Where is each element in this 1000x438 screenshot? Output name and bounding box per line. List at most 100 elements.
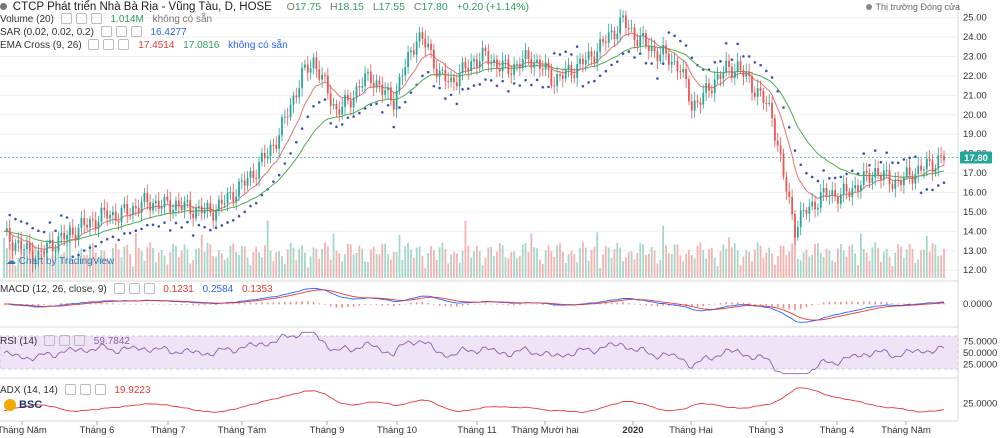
eye-icon[interactable]	[44, 335, 56, 346]
price-axis[interactable]: 12.0013.0014.0015.0016.0017.0018.0019.00…	[963, 13, 987, 277]
volume-layer	[3, 220, 945, 278]
macd-hist-bar	[736, 302, 739, 305]
candle-body	[28, 242, 31, 251]
volume-bar	[725, 248, 728, 278]
settings-icon[interactable]	[128, 283, 140, 294]
candle-body	[177, 200, 180, 206]
legend-adx[interactable]: ADX (14, 14) 19.9223	[0, 384, 151, 397]
macd-hist-bar	[146, 303, 149, 305]
volume-bar	[8, 243, 11, 278]
volume-bar	[857, 264, 859, 278]
volume-bar	[152, 247, 154, 278]
candle-body	[77, 227, 80, 241]
volume-bar	[599, 268, 601, 278]
sar-dot	[805, 171, 808, 175]
candle-body	[361, 86, 364, 88]
symbol-title[interactable]: CTCP Phát triển Nhà Bà Rịa - Vũng Tàu, D…	[12, 1, 272, 13]
volume-bar	[281, 256, 283, 278]
eye-icon[interactable]	[113, 283, 125, 294]
eye-icon[interactable]	[88, 39, 100, 50]
volume-bar	[839, 244, 842, 278]
eye-icon[interactable]	[64, 384, 76, 395]
candle-body	[218, 199, 220, 211]
candle-body	[304, 64, 306, 68]
macd-hist-bar	[943, 303, 945, 305]
volume-bar	[43, 248, 46, 278]
settings-icon[interactable]	[79, 384, 91, 395]
legend-sar[interactable]: SAR (0.02, 0.02, 0.2) 16.4277	[0, 26, 187, 39]
candle-body	[83, 217, 86, 225]
volume-bar	[831, 260, 834, 278]
close-icon[interactable]	[130, 26, 142, 37]
candle-body	[315, 57, 318, 70]
time-axis[interactable]: Tháng Năm Tháng 6 Tháng 7 Tháng Tám Tháng 9 T…	[0, 421, 931, 436]
eye-icon[interactable]	[100, 26, 112, 37]
volume-bar	[897, 244, 900, 278]
sar-dot	[507, 89, 510, 93]
settings-icon[interactable]	[103, 39, 115, 50]
legend-macd[interactable]: MACD (12, 26, close, 9) 0.1231 0.2584 0.…	[0, 283, 273, 296]
legend-rsi[interactable]: RSI (14) 59.7842	[0, 335, 130, 348]
tradingview-watermark[interactable]: ☁ Chart by TradingView	[6, 256, 115, 267]
macd-hist-bar	[627, 302, 630, 305]
volume-bar	[633, 259, 636, 278]
macd-hist-bar	[862, 301, 865, 305]
settings-icon[interactable]	[75, 13, 87, 24]
macd-hist-bar	[616, 302, 619, 305]
volume-bar	[484, 258, 487, 278]
candle-body	[521, 59, 524, 69]
sar-dot	[667, 31, 671, 34]
macd-hist-bar	[782, 304, 785, 309]
candle-body	[258, 162, 260, 179]
close-icon[interactable]	[94, 384, 106, 395]
volume-bar	[576, 262, 579, 278]
candle-body	[900, 180, 902, 186]
close-icon[interactable]	[118, 39, 130, 50]
sar-dot	[214, 226, 218, 230]
sar-dot	[243, 210, 247, 214]
sar-dot	[249, 204, 252, 208]
legend-ema[interactable]: EMA Cross (9, 26) 17.4514 17.0816 không …	[0, 39, 288, 52]
volume-bar	[103, 251, 106, 278]
volume-bar	[26, 259, 28, 278]
volume-bar	[593, 246, 596, 278]
eye-icon[interactable]	[60, 13, 72, 24]
volume-bar	[220, 253, 223, 278]
candle-body	[481, 47, 484, 62]
legend-volume[interactable]: Volume (20) 1.014M không có sẵn	[0, 13, 213, 26]
candle-body	[195, 207, 197, 219]
candle-body	[885, 170, 888, 172]
macd-hist-bar	[645, 304, 647, 306]
candle-body	[392, 100, 395, 110]
candle-body	[347, 94, 349, 101]
volume-bar	[20, 249, 23, 278]
macd-hist-bar	[851, 301, 854, 305]
volume-bar	[501, 245, 504, 278]
sar-dot	[552, 52, 556, 55]
volume-bar	[160, 249, 163, 278]
sar-dot	[461, 87, 464, 91]
close-icon[interactable]	[143, 283, 155, 294]
volume-bar	[693, 258, 696, 278]
volume-bar	[630, 251, 633, 278]
sar-dot	[793, 149, 797, 152]
macd-hist-bar	[937, 303, 940, 305]
adx-tick-label: 25.0000	[963, 398, 997, 409]
close-icon[interactable]	[74, 335, 86, 346]
candle-body	[106, 210, 109, 219]
candle-body	[34, 259, 37, 264]
close-icon[interactable]	[90, 13, 102, 24]
candle-body	[120, 207, 123, 223]
settings-icon[interactable]	[59, 335, 71, 346]
candle-body	[880, 175, 882, 180]
candle-body	[894, 180, 897, 189]
settings-icon[interactable]	[115, 26, 127, 37]
volume-bar	[464, 220, 467, 278]
candle-body	[619, 17, 622, 34]
volume-bar	[295, 260, 298, 278]
candle-body	[378, 80, 381, 85]
candle-body	[175, 200, 177, 210]
candle-body	[255, 178, 258, 180]
